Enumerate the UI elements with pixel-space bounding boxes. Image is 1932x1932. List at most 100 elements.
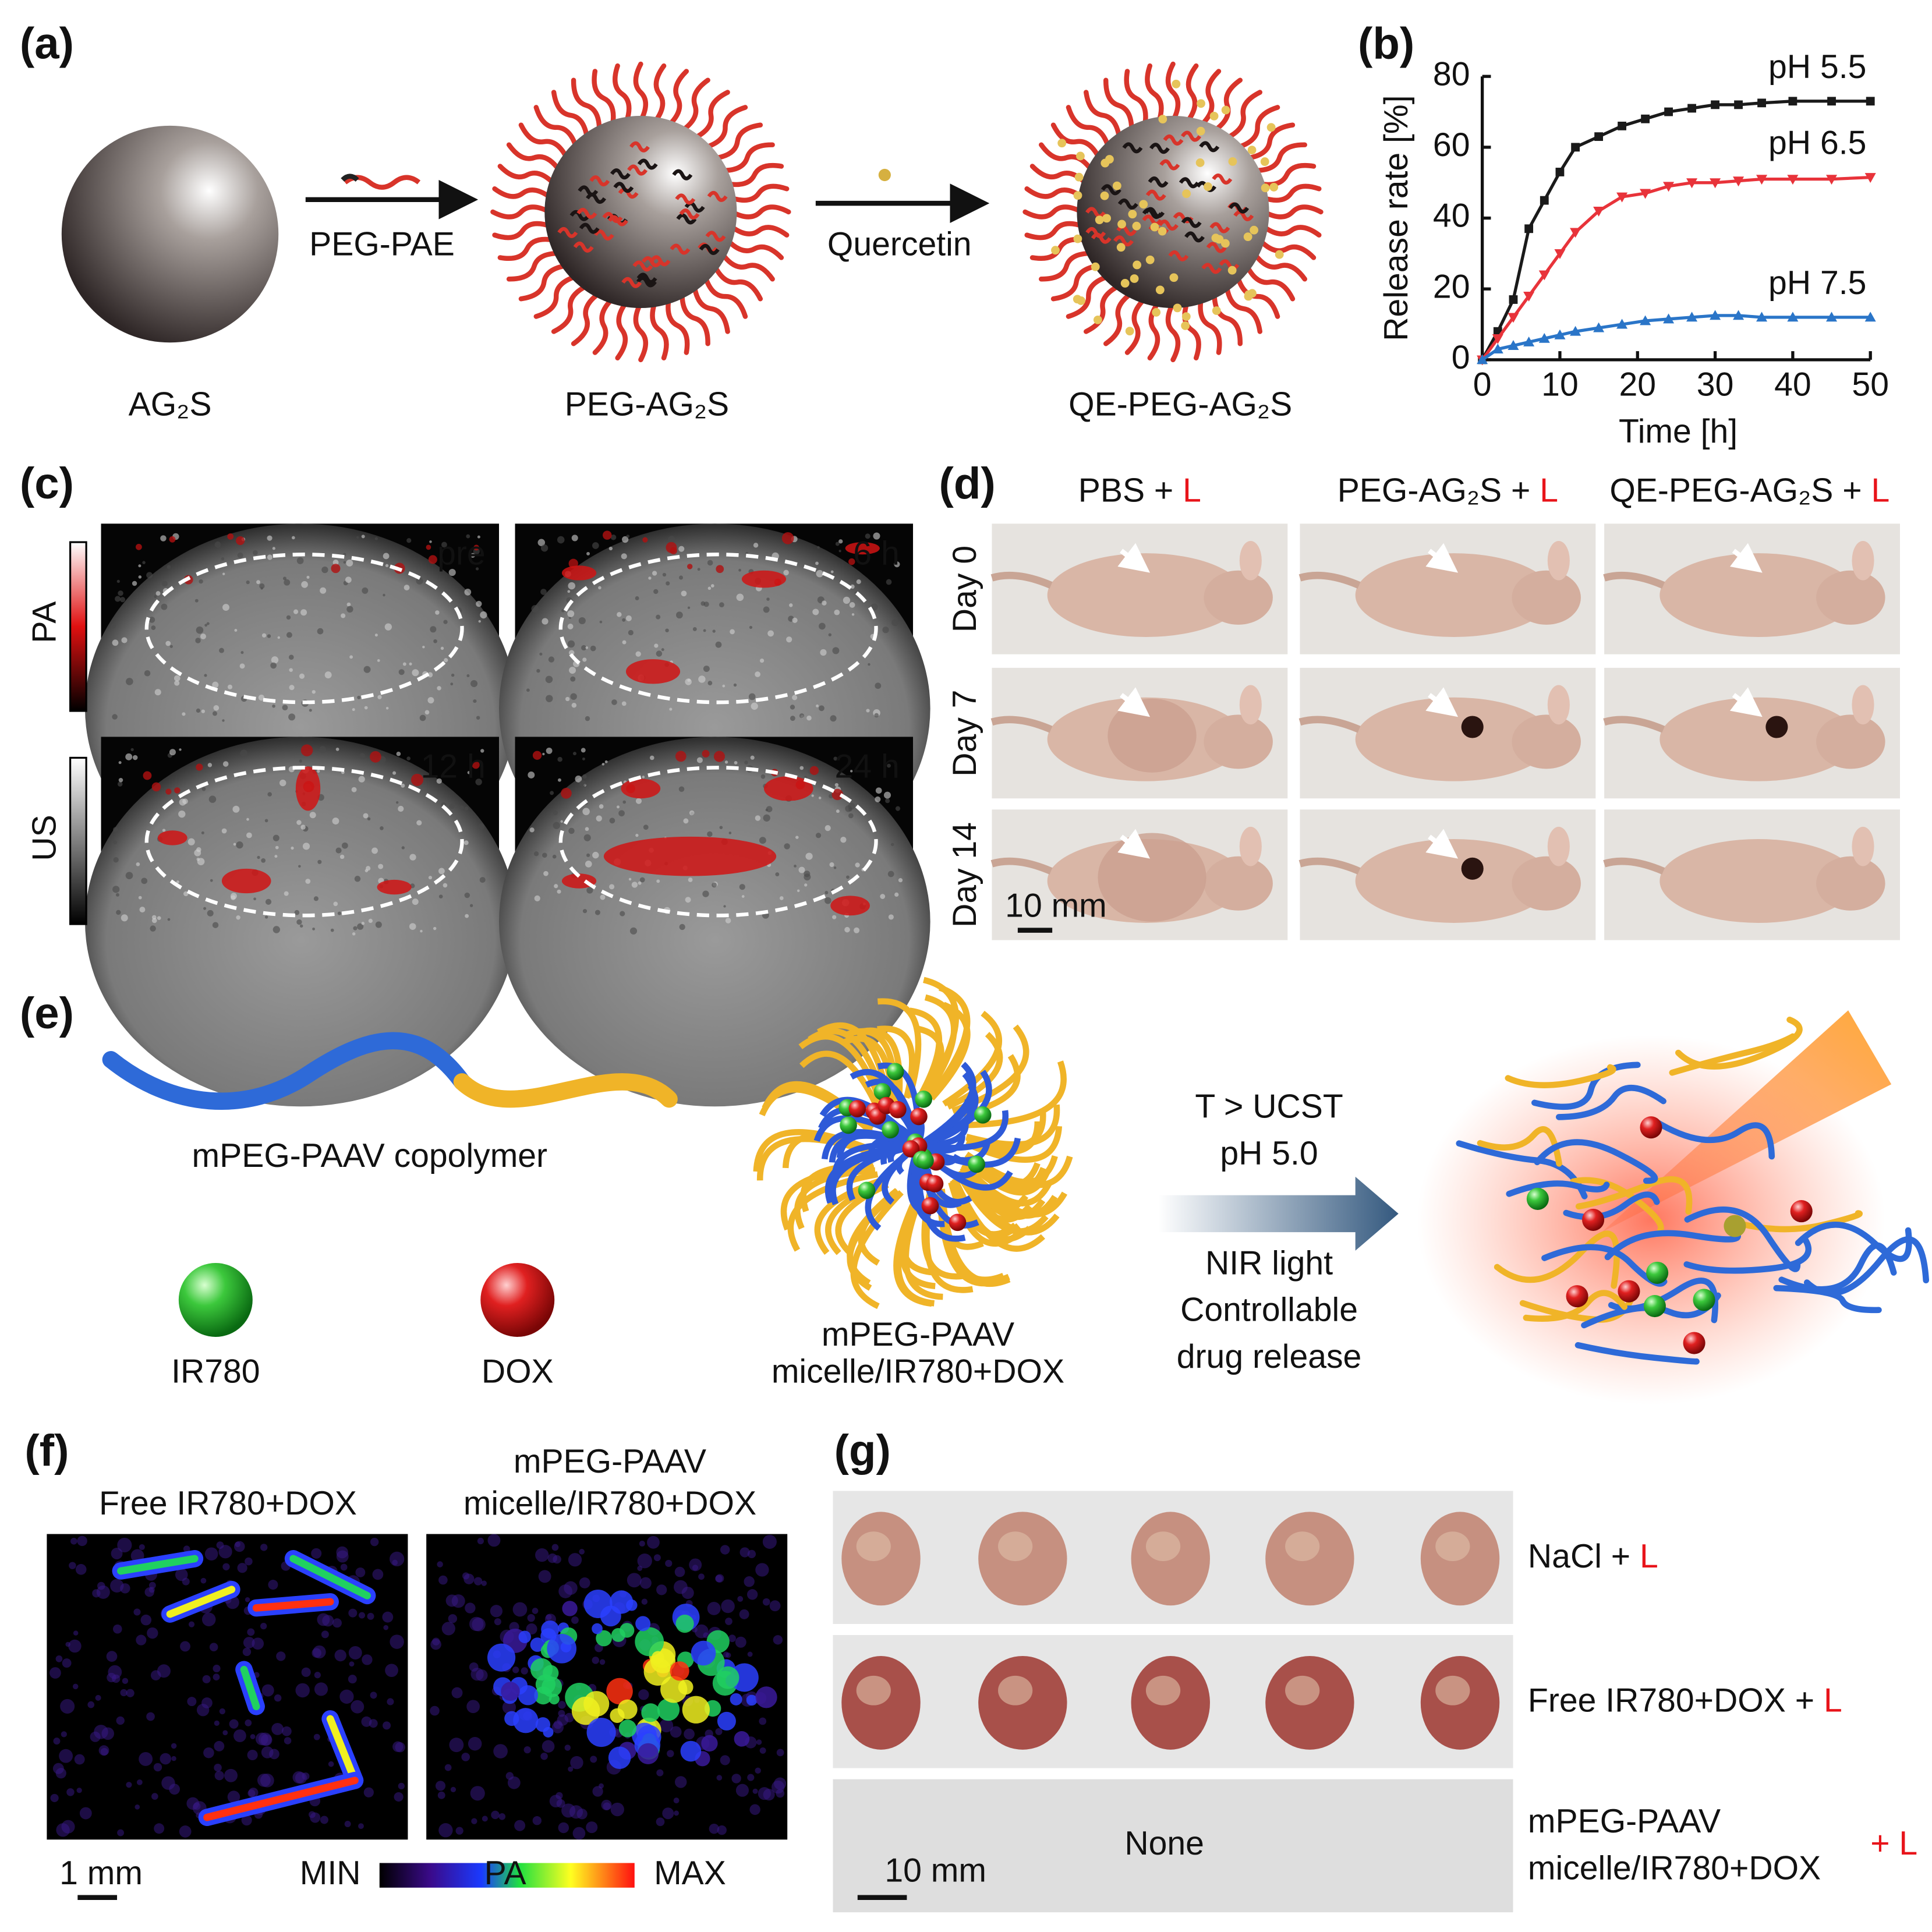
speckle bbox=[253, 897, 256, 901]
speckle bbox=[148, 617, 155, 623]
surface-chain bbox=[632, 260, 653, 272]
speckle bbox=[620, 911, 625, 917]
speckle bbox=[719, 602, 724, 608]
quercetin-dot bbox=[1057, 139, 1067, 148]
pa-noise bbox=[55, 1768, 66, 1779]
tumor bbox=[1107, 698, 1197, 773]
data-point bbox=[1570, 228, 1581, 238]
pa-noise bbox=[321, 1630, 329, 1639]
data-point bbox=[1640, 189, 1651, 199]
pa-noise bbox=[731, 1774, 741, 1784]
pa-speck bbox=[300, 744, 313, 756]
speckle bbox=[874, 713, 879, 718]
pa-noise bbox=[498, 1813, 506, 1820]
speckle bbox=[537, 539, 546, 547]
speckle bbox=[463, 840, 469, 845]
speckle bbox=[377, 695, 382, 699]
data-point bbox=[1593, 206, 1605, 217]
pa-speck bbox=[561, 788, 572, 799]
speckle bbox=[567, 640, 575, 648]
pa-noise bbox=[94, 1725, 108, 1739]
speckle bbox=[552, 854, 557, 859]
polymer-chain bbox=[1260, 183, 1322, 203]
speckle bbox=[570, 693, 577, 700]
speckle bbox=[531, 605, 539, 613]
pa-blob bbox=[501, 1682, 520, 1701]
surface-chain bbox=[602, 212, 623, 223]
data-point bbox=[1555, 168, 1565, 176]
pa-vessel bbox=[166, 1586, 236, 1618]
pa-noise bbox=[222, 1563, 230, 1570]
pa-noise bbox=[247, 1628, 255, 1636]
data-point bbox=[1734, 100, 1743, 109]
pa-noise bbox=[482, 1816, 488, 1822]
pa-noise bbox=[382, 1611, 394, 1623]
quercetin-dot bbox=[1116, 243, 1126, 252]
pa-noise bbox=[349, 1661, 355, 1667]
micelle-ball bbox=[926, 1175, 944, 1193]
polymer-chain bbox=[1066, 105, 1112, 150]
pa-noise bbox=[348, 1646, 362, 1659]
speckle bbox=[533, 851, 539, 857]
speckle bbox=[476, 600, 482, 607]
speckle bbox=[332, 559, 339, 565]
release-label: drug release bbox=[1177, 1338, 1362, 1375]
data-point bbox=[1756, 175, 1768, 185]
speckle bbox=[433, 639, 437, 643]
data-point bbox=[1492, 334, 1503, 344]
speckle bbox=[702, 890, 709, 897]
pa-noise bbox=[70, 1538, 77, 1545]
quercetin-dot bbox=[1244, 290, 1253, 299]
speckle bbox=[312, 928, 315, 930]
pa-noise bbox=[599, 1783, 604, 1789]
micelle-ball bbox=[889, 1101, 907, 1119]
quercetin-dot bbox=[1197, 99, 1205, 108]
speckle bbox=[585, 716, 590, 721]
speckle bbox=[622, 640, 627, 645]
quercetin-dot bbox=[1158, 227, 1167, 236]
speckle bbox=[213, 705, 220, 711]
released-ball bbox=[1618, 1280, 1640, 1303]
data-point bbox=[1509, 295, 1518, 304]
tumor bbox=[1098, 833, 1206, 922]
surface-chain bbox=[613, 182, 634, 193]
pa-noise bbox=[113, 1624, 122, 1634]
speckle bbox=[233, 843, 236, 846]
speckle bbox=[698, 675, 706, 683]
speckle bbox=[246, 818, 249, 821]
pa-noise bbox=[720, 1545, 730, 1555]
data-point bbox=[1710, 310, 1721, 320]
data-point bbox=[1864, 312, 1876, 322]
nanoparticle bbox=[61, 125, 279, 343]
pa-noise bbox=[721, 1599, 735, 1613]
speckle bbox=[477, 535, 480, 539]
micelle-strand bbox=[847, 1188, 899, 1286]
speckle bbox=[332, 818, 339, 825]
pa-noise bbox=[358, 1612, 366, 1619]
pa-noise bbox=[76, 1788, 82, 1793]
mouse-tail bbox=[1603, 716, 1665, 733]
speckle bbox=[546, 747, 553, 754]
pa-signal bbox=[295, 766, 321, 811]
pa-noise bbox=[193, 1802, 201, 1810]
surface-chain bbox=[1101, 184, 1121, 196]
speckle bbox=[678, 786, 685, 792]
column-header-highlight: L bbox=[1183, 472, 1201, 509]
speckle bbox=[833, 756, 838, 761]
speckle bbox=[346, 559, 353, 567]
micelle-strand bbox=[946, 1032, 1003, 1110]
speckle bbox=[121, 637, 128, 643]
pa-speck bbox=[687, 564, 693, 569]
speckle bbox=[611, 699, 617, 705]
pa-vessel bbox=[203, 1777, 359, 1821]
speckle bbox=[567, 610, 575, 617]
row-label: Day 0 bbox=[946, 546, 983, 632]
pa-noise bbox=[227, 1791, 240, 1803]
pa-noise bbox=[747, 1651, 753, 1657]
speckle bbox=[759, 837, 766, 844]
speckle bbox=[306, 575, 310, 579]
speckle bbox=[169, 749, 176, 756]
speckle bbox=[829, 862, 834, 868]
speckle bbox=[792, 695, 798, 700]
pa-noise bbox=[665, 1559, 673, 1567]
